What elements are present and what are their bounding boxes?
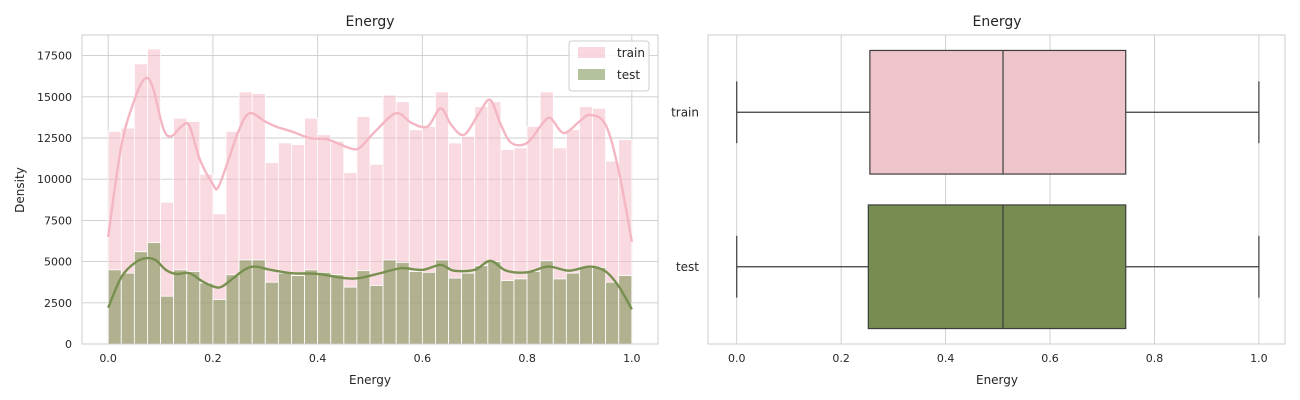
- legend: train test: [568, 40, 650, 92]
- histogram-x-ticks: 0.0 0.2 0.4 0.6 0.8 1.0: [99, 352, 640, 365]
- histogram-title: Energy: [345, 14, 394, 30]
- test-bar: [291, 275, 305, 345]
- legend-test-label: test: [617, 68, 640, 82]
- test-bar: [592, 266, 607, 345]
- test-bar: [421, 271, 436, 345]
- boxplot-category-label: train: [671, 105, 699, 119]
- test-bar: [474, 265, 489, 345]
- legend-train-swatch: [578, 47, 605, 58]
- test-bar: [395, 262, 410, 345]
- histogram-y-tick-label: 15000: [37, 91, 72, 104]
- test-bar: [618, 275, 633, 345]
- boxplot-x-tick-label: 0.4: [937, 352, 955, 365]
- boxplot-panel: Energy 0.0 0.2 0.4 0.6 0.8 1.0 train test Ener…: [671, 14, 1286, 387]
- histogram-y-tick-label: 7500: [44, 214, 72, 227]
- histogram-panel: Energy 0.0 0.2 0.4 0.6 0.8 1.0 0 2500 5000 7500 1…: [13, 14, 659, 387]
- test-bar: [186, 271, 201, 345]
- test-bar: [343, 286, 358, 345]
- test-bar: [277, 272, 292, 345]
- test-bar: [539, 260, 554, 345]
- test-bar: [212, 299, 227, 345]
- test-bar: [552, 278, 567, 345]
- test-bar: [435, 259, 449, 345]
- test-bar: [526, 271, 541, 345]
- boxplot-y-ticks: train test: [671, 105, 699, 274]
- test-bar: [330, 274, 345, 345]
- test-bar: [264, 281, 279, 345]
- test-bar: [199, 282, 214, 345]
- boxplot-x-tick-label: 0.6: [1041, 352, 1059, 365]
- histogram-y-label: Density: [13, 167, 27, 213]
- histogram-y-tick-label: 10000: [37, 173, 72, 186]
- histogram-y-tick-label: 5000: [44, 256, 72, 269]
- test-bar: [513, 278, 528, 345]
- histogram-x-tick-label: 1.0: [623, 352, 641, 365]
- histogram-frame: [81, 34, 659, 345]
- test-bar: [448, 277, 463, 345]
- test-bar: [605, 281, 620, 345]
- test-bar: [565, 272, 580, 345]
- legend-train-label: train: [617, 46, 645, 60]
- test-bar: [133, 251, 148, 345]
- test-bar: [356, 270, 371, 345]
- boxplot-title: Energy: [972, 14, 1021, 30]
- boxplot-frame: [707, 34, 1286, 345]
- test-kde-line: [107, 256, 633, 310]
- histogram-y-tick-label: 17500: [37, 50, 72, 63]
- test-bar: [461, 272, 476, 345]
- test-bar: [251, 259, 266, 345]
- legend-test-swatch: [578, 69, 605, 80]
- histogram-x-tick-label: 0.4: [309, 352, 327, 365]
- train-kde-line: [106, 76, 633, 243]
- train-box: [736, 49, 1260, 175]
- histogram-y-tick-label: 0: [65, 338, 72, 351]
- histogram-y-tick-label: 12500: [37, 132, 72, 145]
- test-bar: [500, 280, 515, 345]
- train-iqr-box: [869, 49, 1127, 175]
- test-box: [736, 204, 1260, 330]
- boxplot-x-tick-label: 0.0: [728, 352, 746, 365]
- test-bar: [225, 274, 240, 345]
- histogram-y-tick-label: 2500: [44, 297, 72, 310]
- histogram-x-tick-label: 0.2: [204, 352, 222, 365]
- test-bar: [408, 271, 423, 345]
- test-bar: [317, 271, 332, 345]
- boxplot-x-tick-label: 0.8: [1146, 352, 1164, 365]
- test-bar: [304, 269, 319, 345]
- histogram-y-ticks: 0 2500 5000 7500 10000 12500 15000 17500: [37, 50, 72, 351]
- histogram-x-tick-label: 0.6: [414, 352, 432, 365]
- boxplot-x-ticks: 0.0 0.2 0.4 0.6 0.8 1.0: [728, 352, 1268, 365]
- boxplot-x-tick-label: 1.0: [1250, 352, 1268, 365]
- boxplot-category-label: test: [676, 260, 699, 274]
- boxplot-x-label: Energy: [976, 373, 1018, 387]
- test-bars: [107, 242, 633, 345]
- histogram-x-tick-label: 0.8: [518, 352, 536, 365]
- test-bar: [173, 269, 188, 345]
- test-bar: [369, 285, 384, 345]
- test-bar: [487, 261, 502, 345]
- test-bar: [160, 295, 175, 345]
- boxplot-x-tick-label: 0.2: [832, 352, 850, 365]
- test-bar: [120, 272, 135, 345]
- test-iqr-box: [867, 204, 1127, 330]
- test-bar: [579, 266, 593, 345]
- histogram-x-tick-label: 0.0: [99, 352, 117, 365]
- boxplot-boxes: [736, 49, 1260, 330]
- histogram-x-label: Energy: [349, 373, 391, 387]
